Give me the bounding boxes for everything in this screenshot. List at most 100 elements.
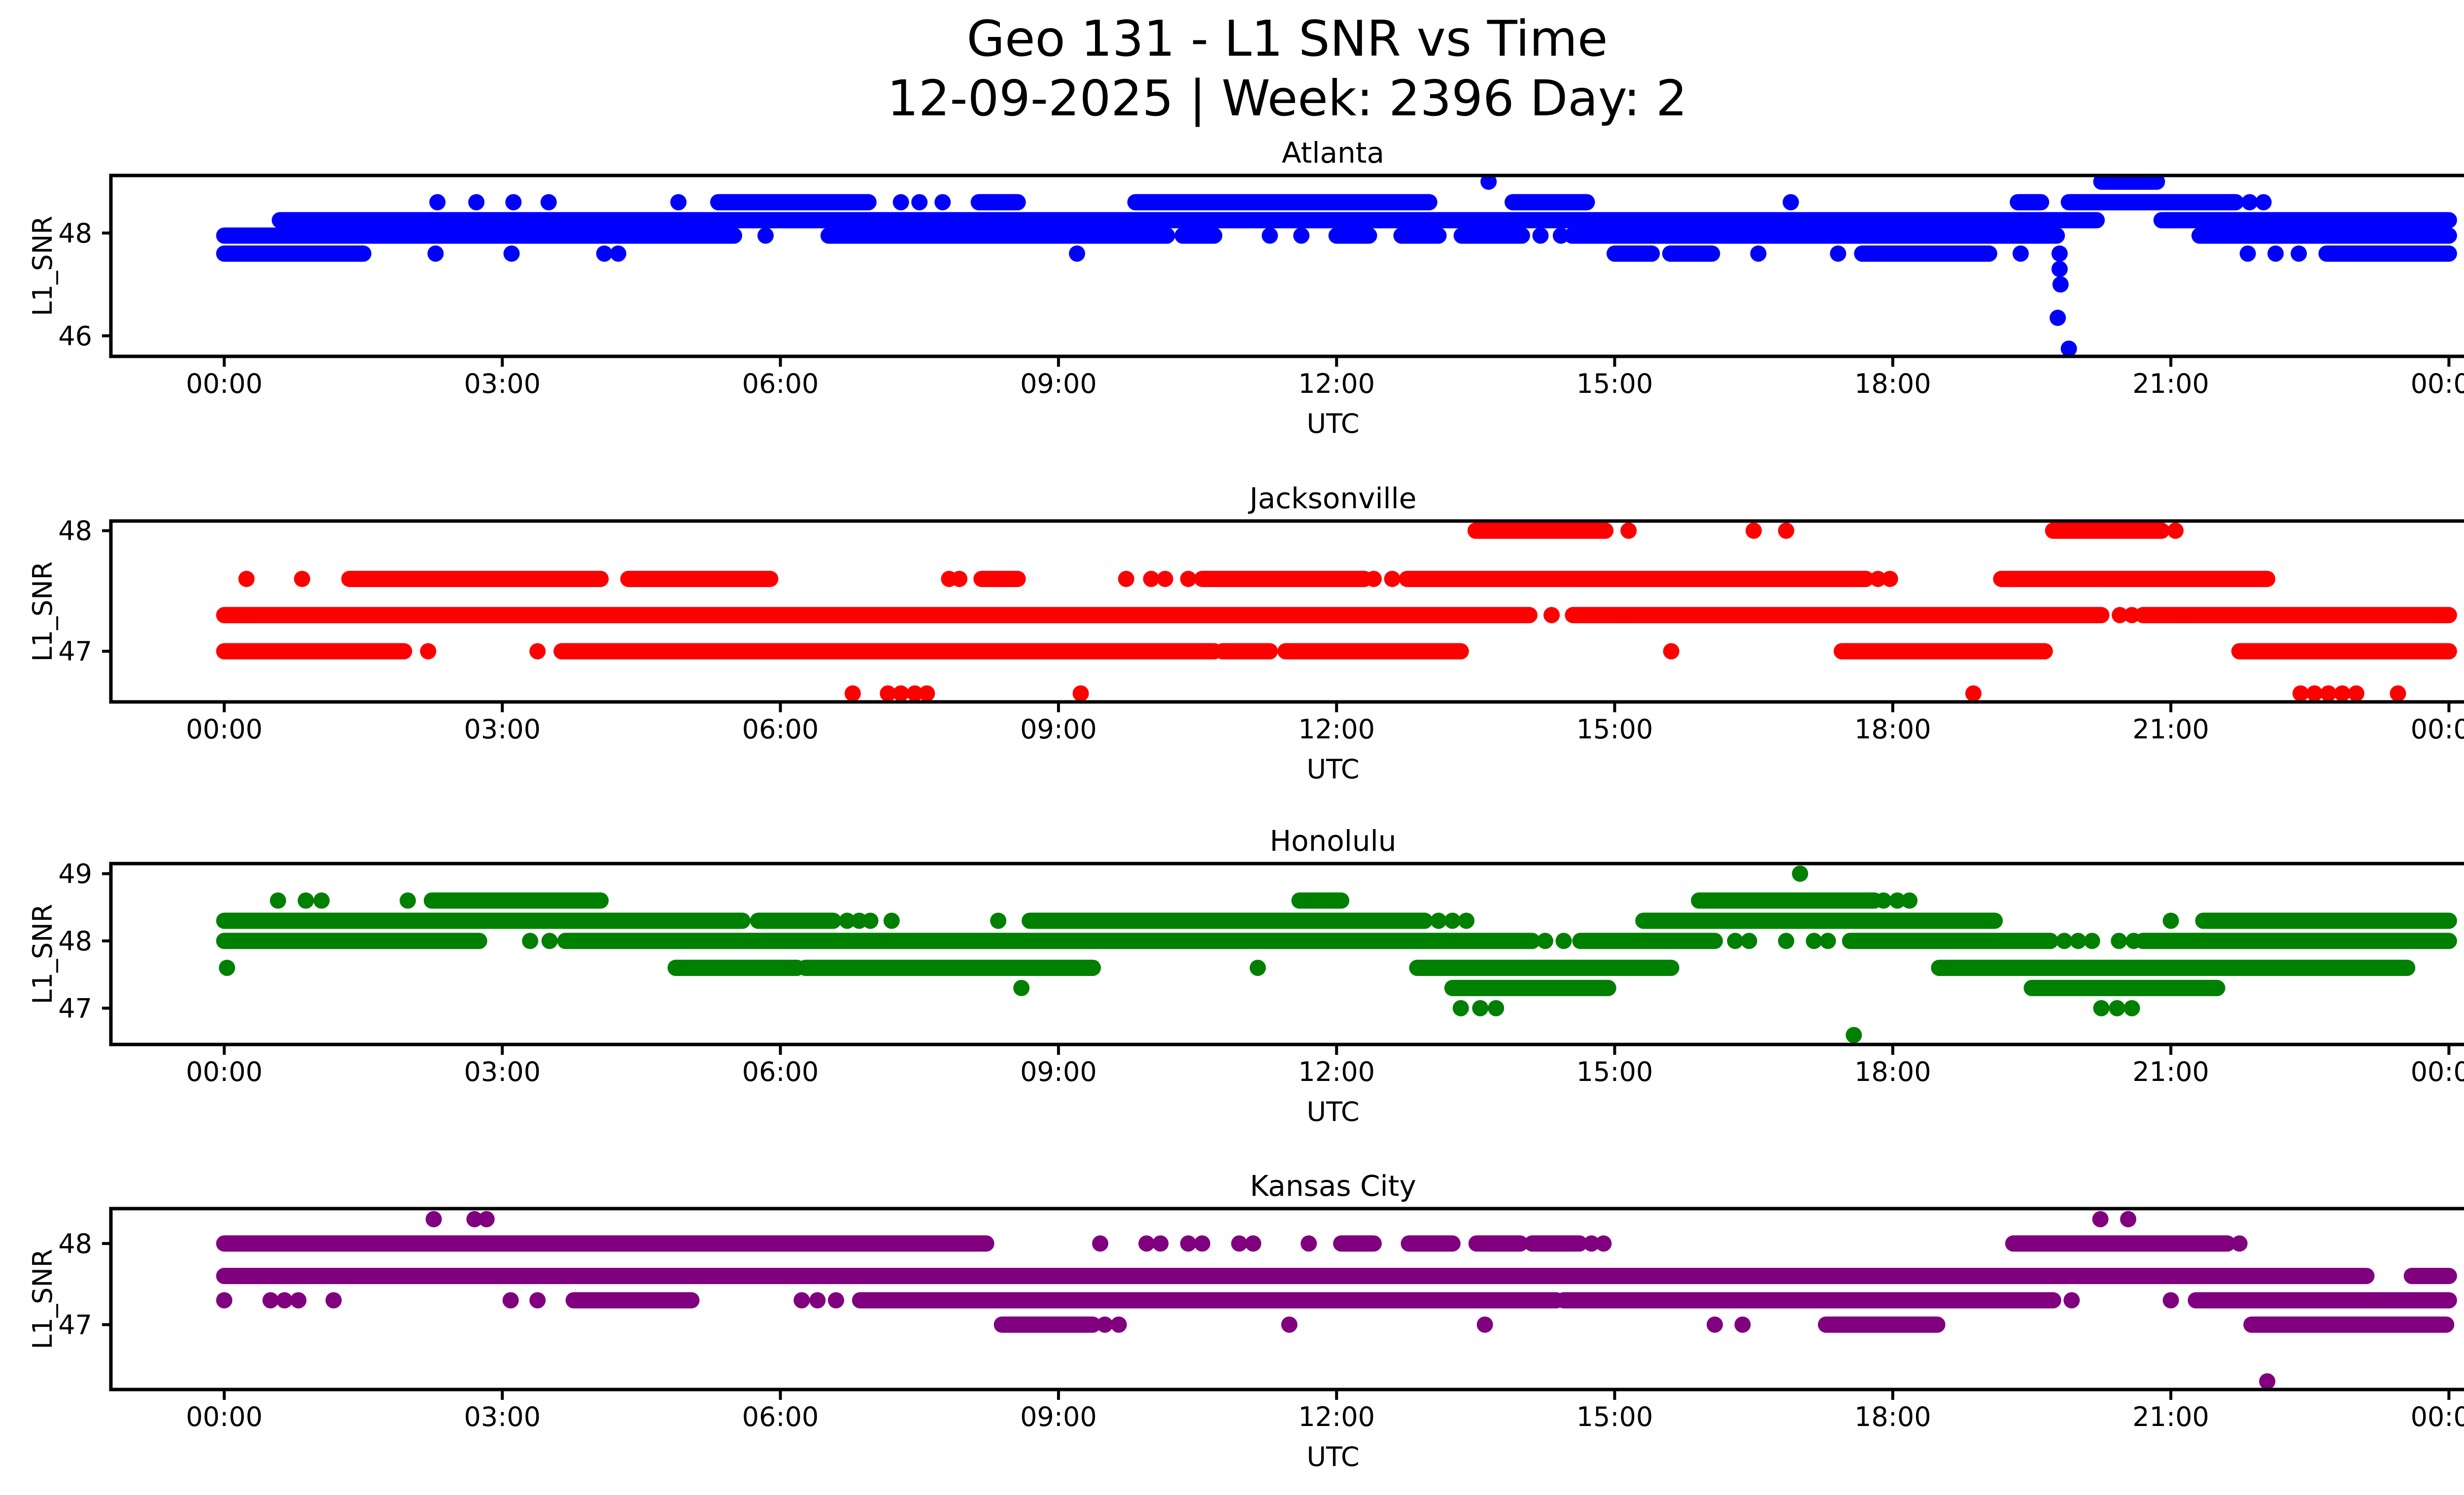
scatter-point	[1488, 1000, 1505, 1016]
subplot-title: Honolulu	[1269, 824, 1396, 858]
scatter-point	[1620, 522, 1637, 539]
scatter-point	[1110, 1316, 1127, 1333]
scatter-point	[1262, 227, 1278, 244]
scatter-point	[2259, 1373, 2276, 1390]
scatter-point	[1365, 570, 1382, 587]
x-tick-label: 09:00	[1020, 714, 1097, 745]
scatter-point	[2063, 1292, 2080, 1309]
scatter-point	[2092, 1211, 2109, 1227]
y-axis-label: L1_SNR	[27, 561, 58, 662]
scatter-point	[1458, 912, 1475, 929]
scatter-point	[502, 1292, 519, 1309]
scatter-point	[1543, 607, 1560, 624]
x-tick-label: 15:00	[1576, 714, 1653, 745]
x-tick-label: 09:00	[1020, 1401, 1097, 1432]
scatter-point	[2320, 685, 2337, 702]
scatter-point	[540, 194, 557, 210]
x-tick-label: 00:00	[2411, 1056, 2464, 1087]
scatter-point	[1707, 1316, 1723, 1333]
scatter-point	[427, 245, 444, 262]
subplot-title: Atlanta	[1282, 136, 1384, 170]
scatter-point	[906, 685, 923, 702]
scatter-point	[2167, 522, 2184, 539]
scatter-point	[1778, 522, 1794, 539]
axes-frame	[109, 862, 2464, 1046]
scatter-point	[1846, 1027, 1862, 1043]
scatter-point	[892, 194, 909, 210]
scatter-point	[1143, 570, 1160, 587]
x-tick-label: 09:00	[1020, 1056, 1097, 1087]
scatter-point	[1069, 245, 1086, 262]
x-tick-label: 15:00	[1576, 1401, 1653, 1432]
scatter-point	[2051, 261, 2068, 278]
scatter-point	[596, 245, 613, 262]
scatter-point	[503, 245, 520, 262]
x-tick-label: 00:00	[186, 714, 263, 745]
x-tick-label: 00:00	[186, 1056, 263, 1087]
scatter-point	[529, 643, 546, 660]
scatter-point	[2162, 912, 2179, 929]
scatter-point	[919, 685, 935, 702]
x-tick-label: 00:00	[2411, 714, 2464, 745]
scatter-point	[294, 570, 310, 587]
scatter-point	[468, 194, 485, 210]
scatter-point	[425, 1211, 442, 1227]
x-tick-label: 03:00	[464, 1056, 541, 1087]
scatter-point	[1444, 912, 1461, 929]
x-tick-label: 21:00	[2132, 1056, 2209, 1087]
scatter-point	[2111, 933, 2127, 949]
scatter-point	[529, 1292, 546, 1309]
scatter-point	[313, 892, 330, 909]
x-tick-label: 03:00	[464, 368, 541, 399]
scatter-point	[1727, 933, 1744, 949]
scatter-point	[1138, 1235, 1155, 1252]
scatter-point	[2348, 685, 2364, 702]
x-tick-label: 06:00	[742, 714, 819, 745]
y-tick-label: 48	[58, 1228, 92, 1259]
scatter-point	[2231, 1235, 2248, 1252]
x-tick-label: 09:00	[1020, 368, 1097, 399]
x-tick-label: 15:00	[1576, 368, 1653, 399]
scatter-point	[1180, 570, 1197, 587]
y-axis-label: L1_SNR	[27, 1249, 58, 1350]
scatter-point	[2241, 194, 2258, 210]
scatter-point	[1281, 1316, 1298, 1333]
scatter-point	[2084, 933, 2100, 949]
x-tick-label: 12:00	[1298, 1401, 1375, 1432]
x-tick-label: 06:00	[742, 368, 819, 399]
scatter-point	[478, 1211, 495, 1227]
scatter-point	[934, 194, 951, 210]
scatter-point	[892, 685, 909, 702]
x-axis-label: UTC	[1306, 754, 1359, 785]
scatter-point	[262, 1292, 279, 1309]
scatter-point	[844, 685, 861, 702]
scatter-point	[238, 570, 255, 587]
scatter-point	[1583, 1235, 1600, 1252]
scatter-point	[1480, 175, 1497, 190]
scatter-point	[1663, 643, 1679, 660]
scatter-point	[290, 1292, 307, 1309]
scatter-point	[1965, 685, 1982, 702]
scatter-point	[862, 912, 879, 929]
scatter-point	[1552, 227, 1569, 244]
scatter-point	[2052, 276, 2069, 293]
scatter-point	[2060, 340, 2077, 356]
scatter-point	[429, 194, 446, 210]
scatter-point	[2112, 607, 2128, 624]
scatter-point	[1882, 570, 1898, 587]
y-tick-label: 48	[58, 516, 92, 547]
plot-area	[216, 522, 2457, 702]
scatter-point	[670, 194, 687, 210]
scatter-point	[1778, 933, 1794, 949]
scatter-point	[793, 1292, 810, 1309]
figure-subtitle: 12-09-2025 | Week: 2396 Day: 2	[887, 70, 1687, 127]
x-tick-label: 18:00	[1854, 1056, 1931, 1087]
y-tick-label: 47	[58, 1309, 92, 1340]
scatter-point	[216, 1292, 233, 1309]
scatter-point	[1118, 570, 1134, 587]
scatter-point	[2120, 1211, 2137, 1227]
scatter-point	[2125, 933, 2142, 949]
scatter-point	[1293, 227, 1310, 244]
plot-area	[216, 1211, 2457, 1390]
scatter-point	[1452, 1000, 1469, 1016]
